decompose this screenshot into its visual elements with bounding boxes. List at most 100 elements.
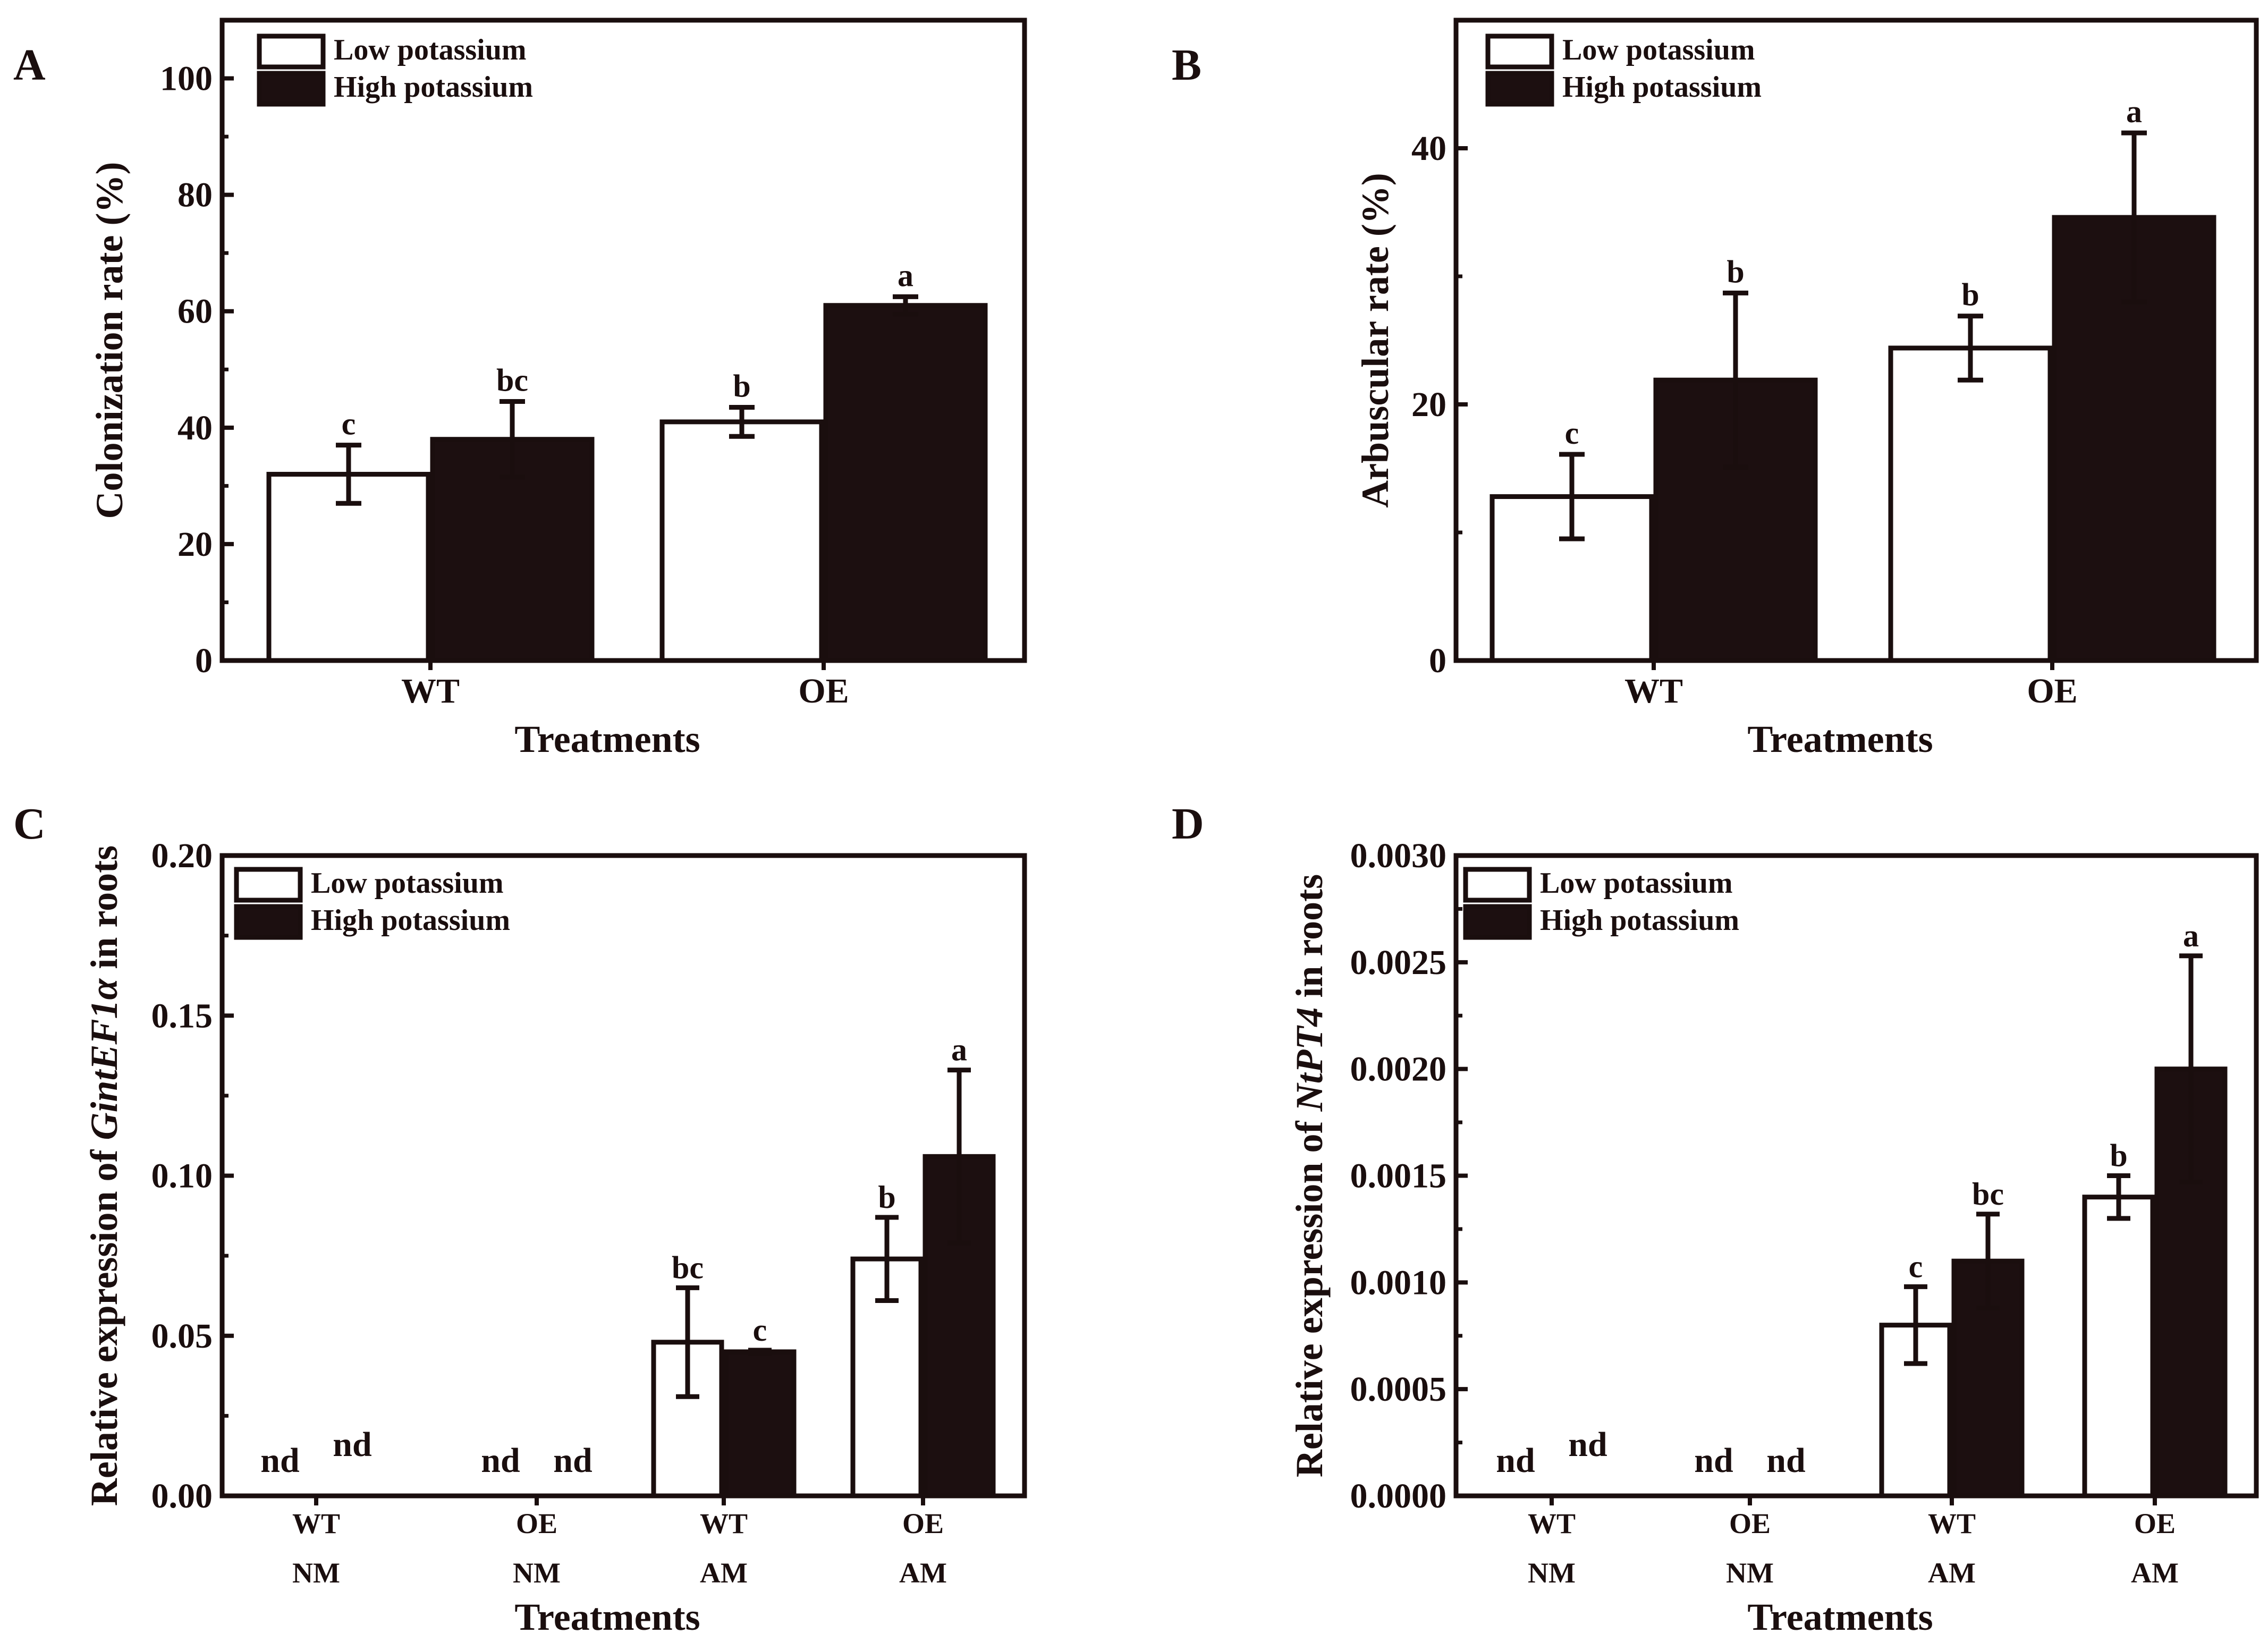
panel-letter: A xyxy=(13,40,46,90)
x-category-label: NM xyxy=(292,1557,340,1589)
legend-label: High potassium xyxy=(311,904,510,937)
x-category-label: OE xyxy=(1729,1508,1771,1539)
legend-swatch-high xyxy=(257,71,326,107)
x-category-label: WT xyxy=(1528,1508,1576,1539)
y-tick-label: 0.00 xyxy=(151,1477,213,1516)
x-category-label: OE xyxy=(516,1508,557,1539)
legend-label: High potassium xyxy=(1562,71,1762,104)
plot-frame xyxy=(219,18,1027,663)
significance-label: c xyxy=(1909,1249,1923,1284)
panel-b: Bc b b a 0 20 40 WT OE Treatments Arbuscular rate … xyxy=(1172,18,2259,760)
not-detected-label: nd xyxy=(481,1441,520,1480)
y-tick-label: 0.0000 xyxy=(1350,1477,1447,1516)
legend-label: High potassium xyxy=(1540,904,1739,937)
y-tick-label: 0.05 xyxy=(151,1317,213,1356)
significance-label: b xyxy=(878,1180,895,1215)
legend-label: Low potassium xyxy=(1562,33,1755,66)
y-tick-label: 0.0005 xyxy=(1350,1370,1447,1409)
significance-label: c xyxy=(753,1313,767,1348)
significance-label: c xyxy=(342,407,356,442)
significance-label: c xyxy=(1565,416,1579,451)
x-category-label: WT xyxy=(700,1508,748,1539)
x-category-label: OE xyxy=(902,1508,944,1539)
x-category-label: OE xyxy=(798,672,849,710)
significance-label: bc xyxy=(496,363,528,398)
y-tick-label: 0.0010 xyxy=(1350,1263,1447,1302)
legend-swatch-high xyxy=(1463,904,1532,940)
significance-label: b xyxy=(733,368,750,403)
not-detected-label: nd xyxy=(1694,1441,1733,1480)
y-tick-label: 0.0020 xyxy=(1350,1050,1447,1089)
y-axis-title-part: Relative expression of xyxy=(83,1140,125,1506)
y-tick-label: 80 xyxy=(177,176,213,215)
not-detected-label: nd xyxy=(553,1441,592,1480)
x-category-label: NM xyxy=(1528,1557,1576,1589)
significance-label: bc xyxy=(1972,1177,2004,1212)
not-detected-label: nd xyxy=(1766,1441,1805,1480)
significance-label: b xyxy=(2110,1138,2127,1173)
legend-swatch-low xyxy=(257,33,326,70)
x-category-label: NM xyxy=(1726,1557,1774,1589)
x-axis-title: Treatments xyxy=(514,1596,700,1638)
x-category-label: AM xyxy=(1928,1557,1976,1589)
not-detected-label: nd xyxy=(1496,1441,1535,1480)
legend-label: Low potassium xyxy=(1540,867,1733,900)
x-axis-title: Treatments xyxy=(514,718,700,760)
y-tick-label: 0 xyxy=(195,641,213,680)
y-tick-label: 0.0025 xyxy=(1350,943,1447,982)
x-category-label: NM xyxy=(513,1557,561,1589)
x-category-label: WT xyxy=(1928,1508,1976,1539)
y-tick-label: 20 xyxy=(1411,385,1446,424)
x-category-label: WT xyxy=(292,1508,340,1539)
x-axis-title: Treatments xyxy=(1747,718,1933,760)
y-axis-title-part: in roots xyxy=(1288,874,1331,1008)
not-detected-label: nd xyxy=(333,1425,371,1464)
significance-label: b xyxy=(1727,254,1744,289)
x-category-label: OE xyxy=(2027,672,2077,710)
y-tick-label: 0.15 xyxy=(151,996,213,1035)
y-tick-label: 40 xyxy=(177,409,213,447)
x-category-label: OE xyxy=(2134,1508,2176,1539)
significance-label: b xyxy=(1961,277,1979,312)
bar-low-potassium xyxy=(1879,1323,1952,1499)
legend-swatch-high xyxy=(234,904,303,940)
y-tick-label: 40 xyxy=(1411,129,1446,168)
legend-swatch-low xyxy=(1463,867,1532,903)
bar-high-potassium xyxy=(723,1349,797,1499)
legend-swatch-high xyxy=(1485,71,1554,107)
y-axis-title-part: Relative expression of xyxy=(1288,1112,1331,1478)
significance-label: bc xyxy=(672,1250,704,1285)
y-tick-label: 20 xyxy=(177,525,213,564)
legend-label: Low potassium xyxy=(334,33,527,66)
x-category-label: AM xyxy=(2131,1557,2179,1589)
significance-label: a xyxy=(2126,94,2142,129)
bar-low-potassium xyxy=(659,419,824,663)
y-axis-title: Arbuscular rate (%) xyxy=(1354,173,1397,508)
plot-frame xyxy=(1453,18,2259,663)
bar-low-potassium xyxy=(2082,1195,2155,1499)
not-detected-label: nd xyxy=(1568,1425,1607,1464)
panel-letter: B xyxy=(1172,40,1201,90)
y-tick-label: 0.10 xyxy=(151,1157,213,1196)
significance-label: a xyxy=(2183,918,2199,953)
y-axis-title: Relative expression of GintEF1α in roots xyxy=(83,845,125,1506)
y-axis-title: Relative expression of NtPT4 in roots xyxy=(1288,874,1331,1477)
significance-label: a xyxy=(898,258,913,293)
x-category-label: WT xyxy=(401,672,460,710)
y-axis-title: Colonization rate (%) xyxy=(88,162,131,519)
legend-label: High potassium xyxy=(334,71,533,104)
y-axis-title-part: Colonization rate (%) xyxy=(88,162,131,519)
x-category-label: WT xyxy=(1624,672,1683,710)
bar-low-potassium xyxy=(1888,345,2053,663)
x-axis-title: Treatments xyxy=(1747,1596,1933,1638)
panel-letter: D xyxy=(1172,799,1204,849)
y-axis-title-part: NtPT4 xyxy=(1288,1008,1331,1112)
y-axis-title-part: Arbuscular rate (%) xyxy=(1354,173,1397,508)
y-tick-label: 0.0015 xyxy=(1350,1157,1447,1196)
not-detected-label: nd xyxy=(260,1441,299,1480)
panel-a: Ac b bc a 0 20 40 60 80 100 WT OE Treatments Coloniza… xyxy=(13,18,1027,760)
panel-letter: C xyxy=(13,799,46,849)
y-tick-label: 0.0030 xyxy=(1350,836,1447,875)
